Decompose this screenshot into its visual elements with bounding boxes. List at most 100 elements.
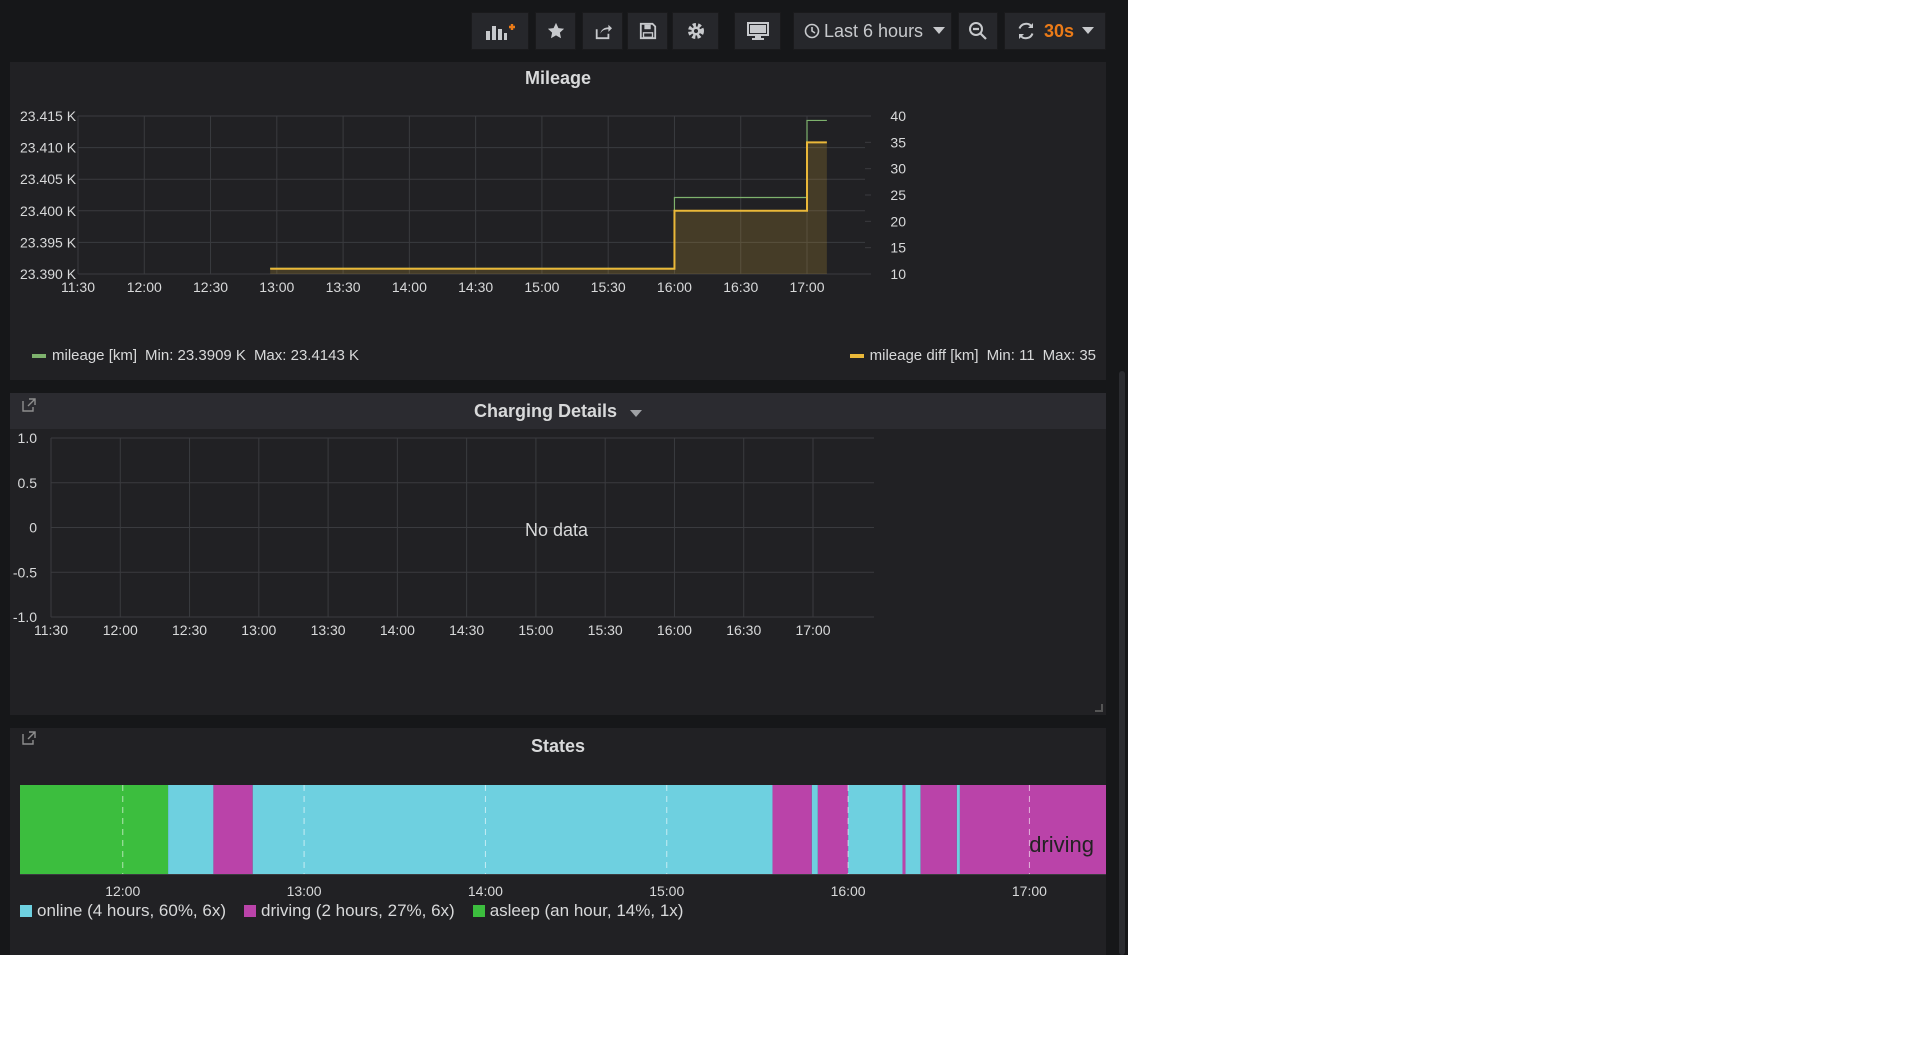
state-segment-driving: [772, 785, 812, 874]
legend-item-mileage-diff[interactable]: mileage diff [km] Min: 11 Max: 35: [849, 347, 1096, 364]
x-tick-label: 13:30: [326, 279, 361, 295]
zoom-out-icon: [968, 21, 988, 41]
legend-swatch: [32, 353, 46, 358]
time-range-picker[interactable]: Last 6 hours: [793, 12, 952, 50]
x-tick-label: 14:30: [449, 622, 484, 638]
y-tick-label: 35: [890, 134, 906, 150]
dashboard: Last 6 hours 30s Mileage 11:30 12:00 12:30…: [0, 0, 1128, 955]
x-axis: 11:30 12:00 12:30 13:00 13:30 14:00 14:30 15:00…: [34, 622, 831, 638]
state-segment-online: [168, 785, 214, 874]
y-tick-label: 23.395 K: [20, 234, 77, 250]
legend-item-online[interactable]: online (4 hours, 60%, 6x): [20, 901, 226, 921]
x-tick-label: 15:00: [518, 622, 553, 638]
charging-graph[interactable]: 11:30 12:00 12:30 13:00 13:30 14:00 14:30 15:00…: [10, 429, 1106, 715]
y-axis: 1.0 0.5 0 -0.5 -1.0: [13, 430, 37, 625]
panel-title[interactable]: Charging Details: [10, 401, 1106, 423]
star-button[interactable]: [535, 12, 576, 50]
star-icon: [547, 22, 565, 40]
external-link-icon[interactable]: [21, 730, 41, 750]
legend-label: online (4 hours, 60%, 6x): [37, 901, 226, 920]
state-segment-online: [848, 785, 903, 874]
legend-swatch: [472, 905, 485, 917]
legend-swatch: [849, 353, 864, 358]
x-axis: 12:00 13:00 14:00 15:00 16:00 17:00: [20, 785, 1106, 899]
x-tick-label: 15:30: [588, 622, 623, 638]
state-segment-asleep: [20, 785, 169, 874]
resize-handle-icon[interactable]: [1095, 704, 1103, 712]
bar-label: driving: [1029, 832, 1094, 857]
states-timeline[interactable]: 12:00 13:00 14:00 15:00 16:00 17:00 driving: [10, 771, 1106, 901]
axis-line: [20, 874, 1106, 875]
legend-series-name: mileage [km]: [52, 347, 138, 364]
state-segment-online: [252, 785, 773, 874]
legend-min: Min: 23.3909 K: [145, 347, 246, 364]
x-tick-label: 13:30: [311, 622, 346, 638]
x-tick-label: 13:00: [241, 622, 276, 638]
mileage-graph[interactable]: 11:30 12:00 12:30 13:00 13:30 14:00 14:30 15:00…: [10, 102, 1106, 362]
x-tick-label: 12:30: [172, 622, 207, 638]
no-data-message: No data: [525, 520, 589, 540]
tv-mode-icon: [746, 22, 769, 40]
series-line: [270, 141, 827, 270]
panel-header: [10, 393, 1106, 429]
y-tick-label: 10: [890, 266, 906, 282]
grid: [50, 437, 874, 618]
y-tick-label: 23.410 K: [20, 140, 77, 156]
legend-item-asleep[interactable]: asleep (an hour, 14%, 1x): [472, 901, 683, 921]
scrollbar[interactable]: [1119, 371, 1125, 955]
x-tick-label: 13:00: [287, 883, 322, 899]
y-tick-label: -0.5: [13, 564, 37, 580]
charging-panel: Charging Details 11:30 12:00 12:30 13:00 13:…: [10, 393, 1106, 715]
state-segment-online: [905, 785, 921, 874]
refresh-button[interactable]: 30s: [1004, 12, 1106, 50]
grid: [77, 115, 865, 275]
x-tick-label: 12:00: [105, 883, 140, 899]
caret-down-icon: [1082, 27, 1095, 35]
y-axis-right: 10 15 20 25 30 35 40: [865, 108, 906, 282]
y-tick-label: 0.5: [18, 475, 38, 491]
share-button[interactable]: [582, 12, 623, 50]
settings-button[interactable]: [672, 12, 719, 50]
x-tick-label: 12:00: [127, 279, 162, 295]
x-tick-label: 13:00: [259, 279, 294, 295]
y-tick-label: 23.400 K: [20, 203, 77, 219]
x-tick-label: 14:00: [392, 279, 427, 295]
series-area: [270, 142, 827, 274]
panel-title-text: Charging Details: [473, 401, 617, 421]
refresh-interval[interactable]: 30s: [1043, 20, 1075, 41]
x-tick-label: 12:30: [193, 279, 228, 295]
x-tick-label: 17:00: [789, 279, 824, 295]
x-tick-label: 16:30: [726, 622, 761, 638]
panel-title[interactable]: Mileage: [524, 68, 592, 88]
add-panel-button[interactable]: [471, 12, 529, 50]
legend-swatch: [244, 905, 256, 917]
x-tick-label: 14:00: [380, 622, 415, 638]
x-tick-label: 16:30: [723, 279, 758, 295]
state-segment-driving: [213, 785, 253, 874]
y-tick-label: 30: [890, 161, 906, 177]
legend-item-mileage[interactable]: mileage [km] Min: 23.3909 K Max: 23.4143…: [32, 347, 359, 364]
zoom-out-button[interactable]: [958, 12, 998, 50]
legend-item-driving[interactable]: driving (2 hours, 27%, 6x): [244, 901, 455, 921]
x-tick-label: 16:00: [831, 883, 866, 899]
legend-max: Max: 23.4143 K: [253, 347, 360, 364]
y-axis-left: 23.390 K 23.395 K 23.400 K 23.405 K 23.410 K…: [20, 108, 77, 282]
x-tick-label: 17:00: [1012, 883, 1047, 899]
caret-down-icon: [630, 402, 643, 423]
y-tick-label: 25: [890, 187, 906, 203]
panel-title[interactable]: States: [530, 736, 586, 756]
states-legend: online (4 hours, 60%, 6x) driving (2 hou…: [20, 901, 683, 921]
series: [270, 119, 827, 274]
save-button[interactable]: [627, 12, 668, 50]
external-link-icon[interactable]: [21, 397, 41, 417]
y-tick-label: 23.390 K: [20, 266, 77, 282]
x-tick-label: 11:30: [34, 622, 68, 638]
legend-min: Min: 11: [986, 347, 1035, 364]
state-segment-driving: [902, 785, 906, 874]
y-tick-label: -1.0: [13, 609, 37, 625]
states-panel: States 12:00 13:00 14:00 15:00 16:00 17:00 dr…: [10, 728, 1106, 955]
state-segments: [20, 785, 1106, 874]
tv-mode-button[interactable]: [734, 12, 781, 50]
state-segment-driving: [959, 785, 1106, 874]
state-segment-driving: [920, 785, 957, 874]
